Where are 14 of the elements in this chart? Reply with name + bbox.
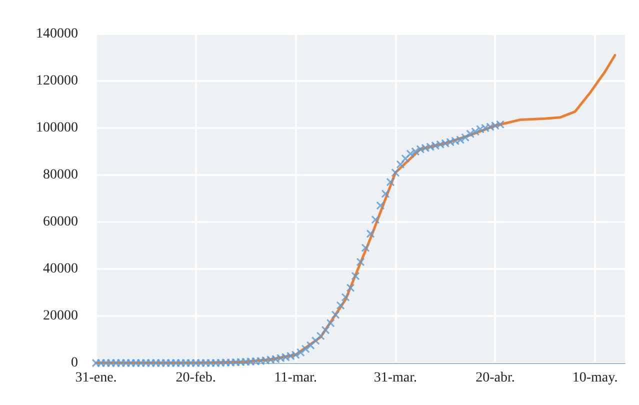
y-tick-label: 80000 xyxy=(43,168,78,182)
y-tick-label: 100000 xyxy=(36,120,78,136)
y-tick-label: 0 xyxy=(71,356,78,370)
y-tick-label: 120000 xyxy=(36,74,78,88)
y-tick-label: 40000 xyxy=(43,262,78,276)
y-tick-label: 60000 xyxy=(43,214,78,230)
x-tick-label: 10-may. xyxy=(572,370,618,386)
y-tick-label: 20000 xyxy=(43,308,78,324)
y-tick-label: 140000 xyxy=(36,26,78,42)
x-tick-label: 11-mar. xyxy=(274,370,317,386)
x-tick-label: 20-feb. xyxy=(176,370,216,386)
x-tick-label: 31-ene. xyxy=(75,370,117,386)
x-tick-label: 20-abr. xyxy=(476,370,515,386)
x-tick-label: 31-mar. xyxy=(374,370,418,386)
